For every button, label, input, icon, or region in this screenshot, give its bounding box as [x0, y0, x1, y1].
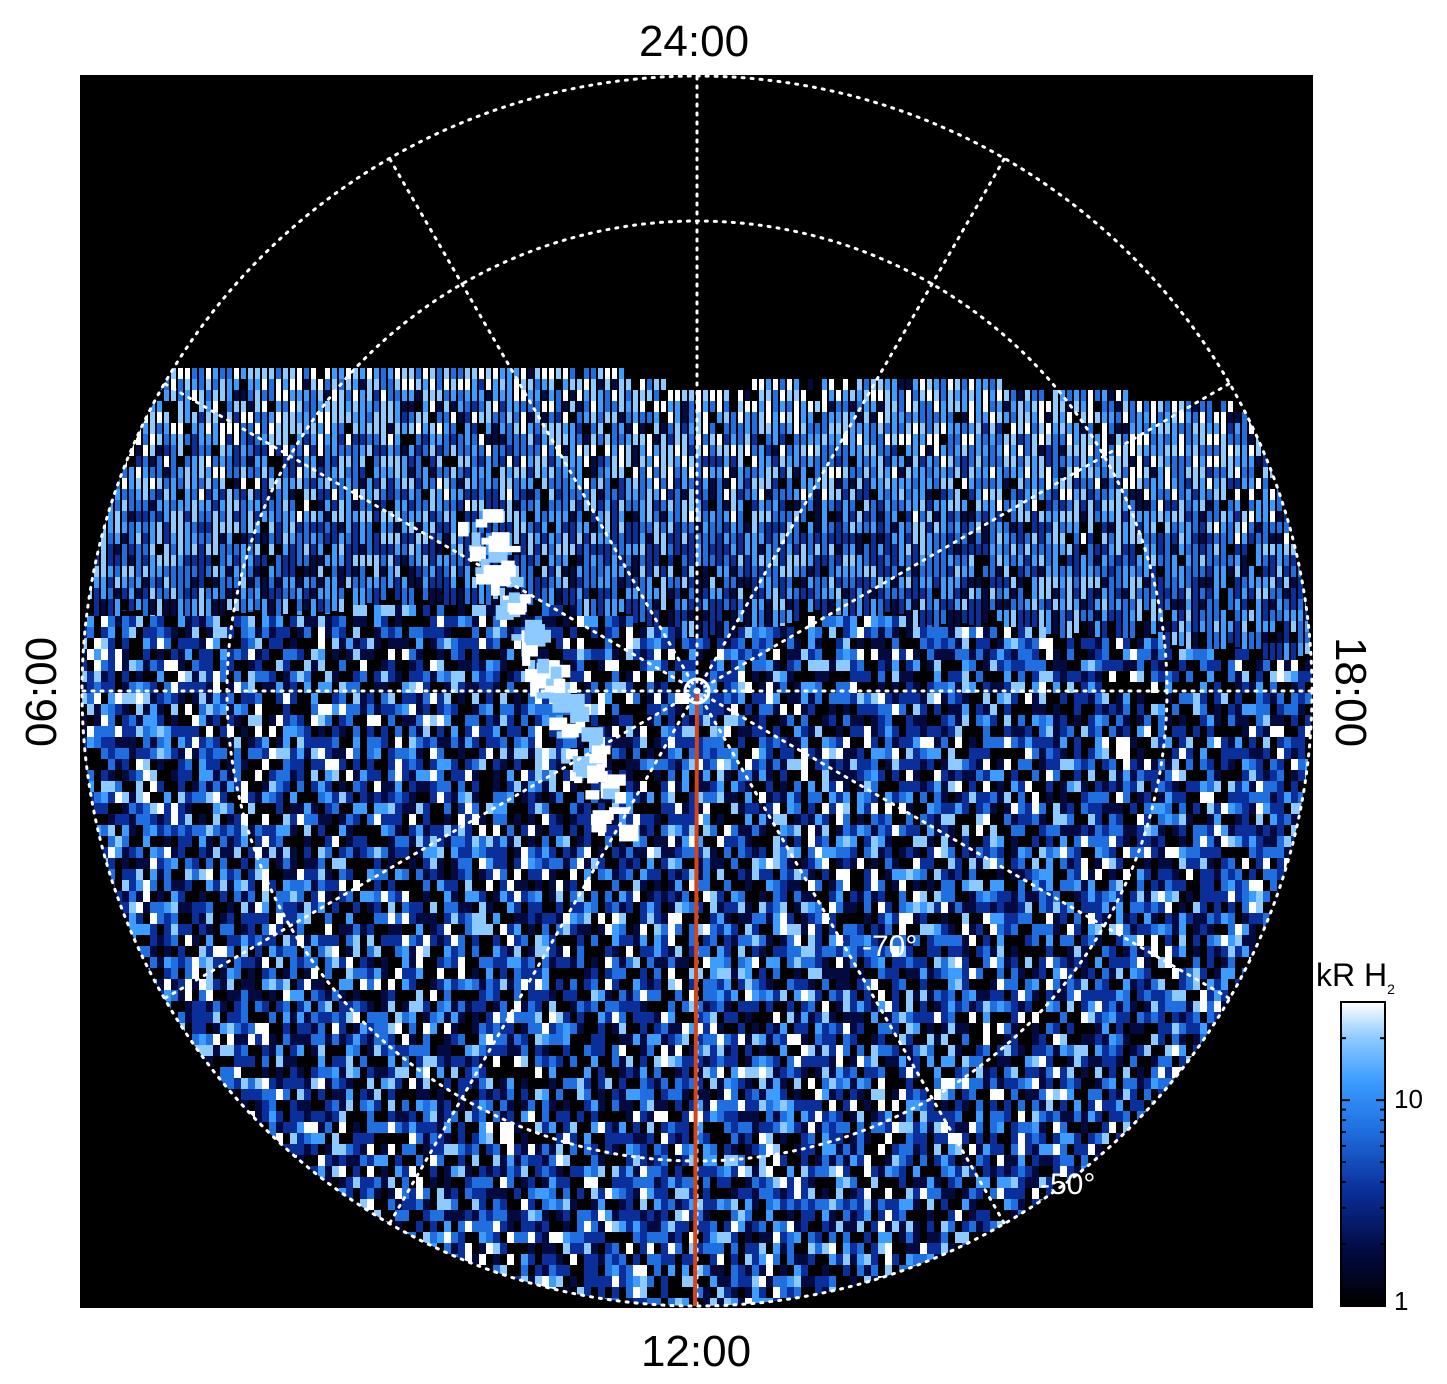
local-time-label-top: 24:00: [639, 17, 749, 66]
colorbar-title: kR H2: [1316, 957, 1395, 997]
pole-marker-icon: [683, 677, 711, 705]
colorbar-gradient: [1340, 1001, 1386, 1307]
local-time-label-right: 18:00: [1326, 637, 1375, 747]
latitude-label-70: -70°: [862, 930, 917, 963]
local-time-label-bottom: 12:00: [641, 1327, 751, 1376]
colorbar: kR H2 10 1: [1316, 957, 1423, 1316]
auroral-emission-image: [82, 368, 1312, 1306]
local-time-label-left: 06:00: [17, 637, 66, 747]
colorbar-tick-1: 1: [1394, 1286, 1408, 1316]
latitude-local-time-grid: [80, 74, 1314, 1308]
latitude-label-50: -50°: [1040, 1168, 1095, 1201]
noon-meridian-line: [693, 690, 699, 1307]
colorbar-tick-10: 10: [1394, 1084, 1423, 1114]
